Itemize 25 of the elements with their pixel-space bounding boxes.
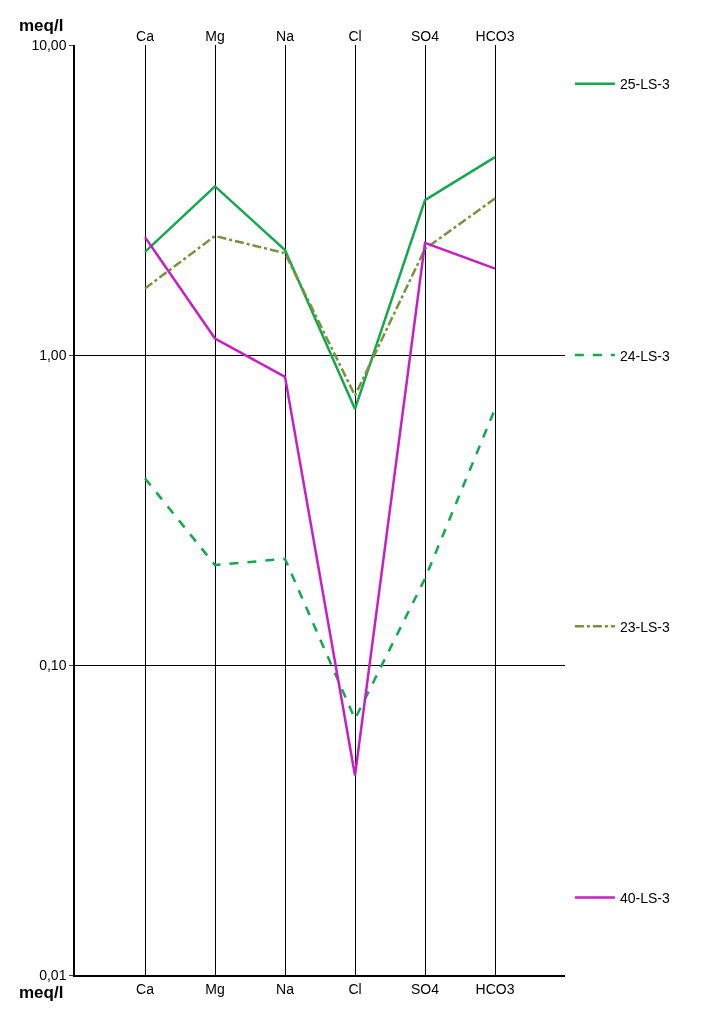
x-tick-label: HCO3 <box>475 28 515 45</box>
y-tick-label: 10,00 <box>31 36 67 53</box>
y-tick-label: 1,00 <box>39 346 67 363</box>
category-label: HCO3 <box>475 980 515 997</box>
legend-label: 40-LS-3 <box>619 889 670 906</box>
text: meq/l <box>19 16 64 35</box>
line-series <box>143 235 497 777</box>
legend-label: 25-LS-3 <box>619 76 670 93</box>
x-tick-label: SO4 <box>410 28 440 45</box>
x-tick-label: Cl <box>348 28 362 45</box>
legend-label: 24-LS-3 <box>619 347 670 364</box>
legend-label: 23-LS-3 <box>619 618 670 635</box>
y-tick-label: 0,01 <box>39 966 67 983</box>
y-tick-label: 0,10 <box>39 656 67 673</box>
line-series <box>143 155 497 411</box>
x-tick-label: Na <box>276 28 295 45</box>
line-series <box>143 197 497 397</box>
category-label: Na <box>276 980 294 997</box>
y-axis-title: meq/l <box>19 983 64 1002</box>
x-tick-label: Ca <box>136 28 155 45</box>
category-label: Cl <box>348 980 362 997</box>
category-label: SO4 <box>410 980 440 997</box>
category-label: Ca <box>136 980 154 997</box>
x-tick-label: Mg <box>205 28 225 45</box>
category-label: Mg <box>205 980 225 997</box>
